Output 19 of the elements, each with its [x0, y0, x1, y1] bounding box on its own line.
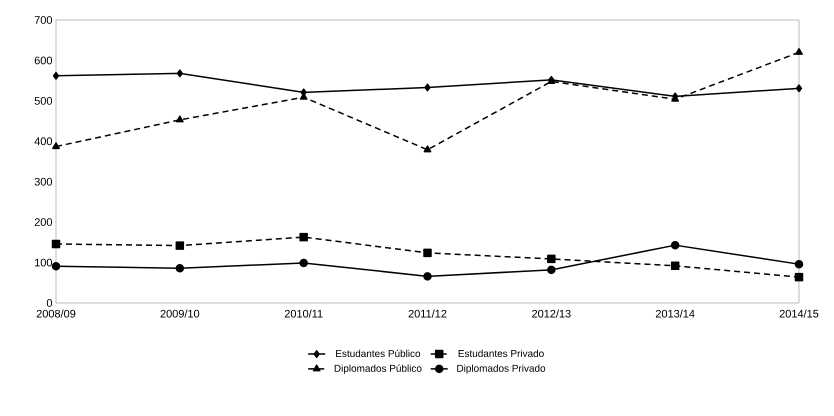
- x-tick-label: 2008/09: [36, 310, 76, 318]
- y-tick-label: 400: [34, 137, 52, 146]
- x-tick-label: 2014/15: [780, 310, 818, 318]
- legend-label: Estudantes Privado: [458, 350, 544, 358]
- y-tick-label: 100: [35, 258, 52, 266]
- legend-label: Diplomados Privado: [457, 364, 546, 374]
- x-tick-label: 2012/13: [532, 310, 571, 318]
- y-tick-label: 600: [34, 56, 52, 64]
- y-tick-label: 500: [34, 96, 52, 105]
- y-tick-label: 300: [34, 178, 52, 186]
- y-tick-label: 0: [46, 299, 52, 307]
- y-tick-label: 700: [34, 16, 52, 24]
- legend-label: Diplomados Público: [334, 364, 422, 374]
- x-tick-label: 2010/11: [284, 310, 323, 318]
- y-tick-label: 200: [34, 218, 52, 226]
- x-tick-label: 2009/10: [160, 310, 200, 318]
- x-tick-label: 2013/14: [656, 310, 695, 318]
- x-tick-label: 2011/12: [408, 310, 446, 318]
- legend-label: Estudantes Público: [336, 350, 420, 358]
